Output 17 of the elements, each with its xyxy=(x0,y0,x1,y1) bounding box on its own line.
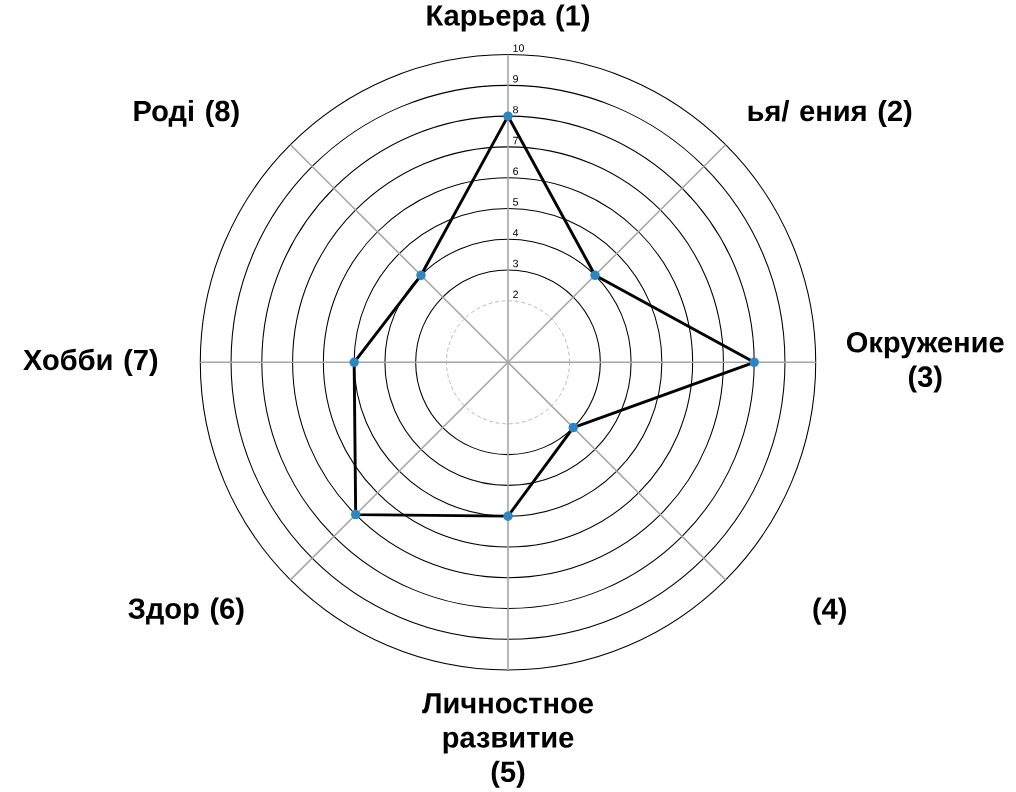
y-tick-label: 4 xyxy=(512,229,519,237)
spoke-label: Хобби (7) xyxy=(23,348,158,376)
y-tick-label: 10 xyxy=(513,44,524,52)
y-tick-label: 9 xyxy=(513,75,518,83)
y-tick-label: 2 xyxy=(513,290,518,298)
spoke-label: Окружение (3) xyxy=(846,331,1004,393)
spoke-label: Роді (8) xyxy=(134,99,239,127)
y-tick-label: 7 xyxy=(513,136,518,145)
y-tick-label: 8 xyxy=(513,105,519,114)
y-tick-label: 3 xyxy=(513,259,519,268)
spoke-label: ья/ ения (2) xyxy=(748,99,912,127)
spoke-label: Карьера (1) xyxy=(427,4,590,32)
y-tick-label: 6 xyxy=(513,167,519,175)
spoke-label: Здор (6) xyxy=(128,597,244,625)
spoke-label: (4) xyxy=(813,597,846,625)
spoke-label: Личностное развитие (5) xyxy=(422,693,593,788)
y-tick-label: 5 xyxy=(513,198,519,206)
